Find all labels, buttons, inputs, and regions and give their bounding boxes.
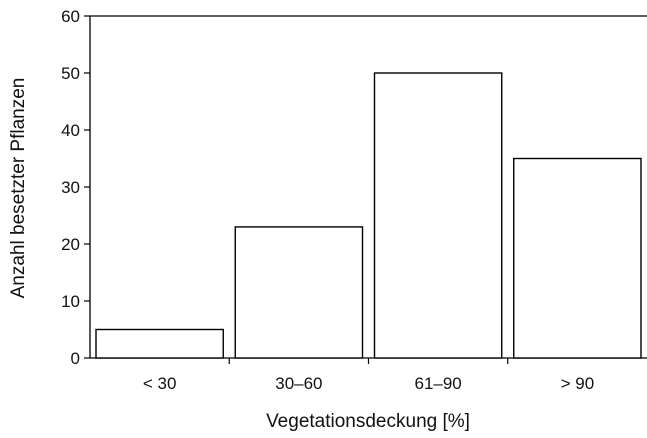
bar (95, 328, 224, 359)
y-tick-label: 50 (61, 64, 80, 83)
x-tick-label: > 90 (561, 374, 595, 393)
y-tick-label: 40 (61, 121, 80, 140)
x-tick-label: 30–60 (275, 374, 322, 393)
bars (95, 72, 642, 359)
y-tick-label: 30 (61, 178, 80, 197)
y-axis: 0 10 20 30 40 50 60 (61, 7, 90, 368)
bar (373, 72, 503, 359)
y-tick-label: 60 (61, 7, 80, 26)
y-tick-label: 20 (61, 235, 80, 254)
y-axis-title: Anzahl besetzter Pflanzen (8, 78, 29, 299)
y-tick-label: 0 (71, 349, 80, 368)
bar (234, 226, 364, 359)
x-axis-title: Vegetationsdeckung [%] (266, 411, 470, 432)
x-axis: < 30 30–60 61–90 > 90 (143, 358, 594, 393)
x-tick-label: 61–90 (414, 374, 461, 393)
x-tick-label: < 30 (143, 374, 177, 393)
y-tick-label: 10 (61, 292, 80, 311)
bar (513, 157, 642, 359)
